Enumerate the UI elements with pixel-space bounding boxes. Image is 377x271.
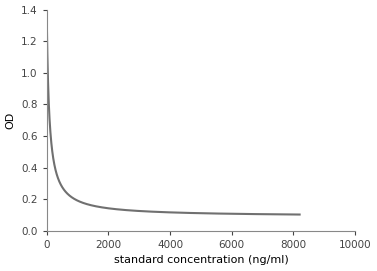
X-axis label: standard concentration (ng/ml): standard concentration (ng/ml) (113, 256, 288, 265)
Y-axis label: OD: OD (6, 112, 15, 129)
